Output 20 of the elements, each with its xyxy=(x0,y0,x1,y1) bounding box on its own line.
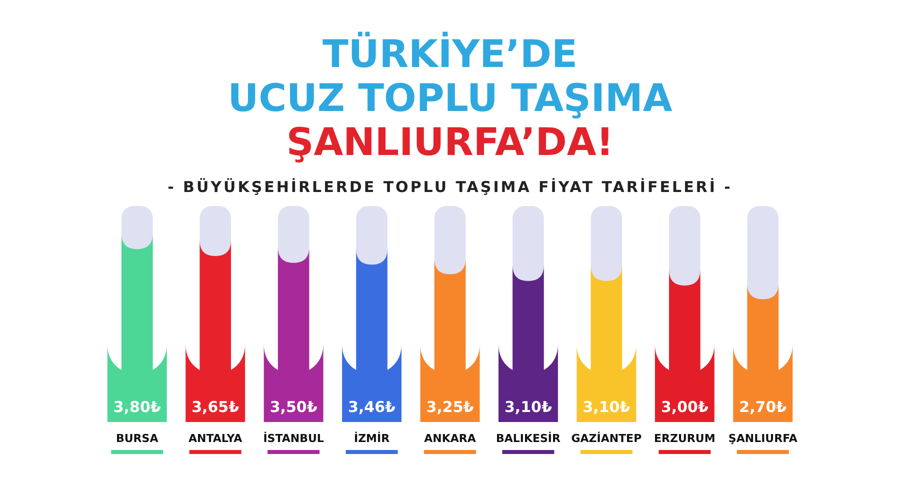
x-tick-label: ERZURUM xyxy=(654,432,716,445)
x-tick-label: ŞANLIURFA xyxy=(728,432,798,445)
x-tick-label: GAZİANTEP xyxy=(571,431,642,445)
x-tick-label: İSTANBUL xyxy=(263,431,324,445)
data-label: 3,80₺ xyxy=(113,398,162,416)
data-label: 3,50₺ xyxy=(270,398,318,416)
data-label: 3,46₺ xyxy=(348,398,396,416)
data-label: 3,65₺ xyxy=(192,398,240,416)
chart-subtitle: - BÜYÜKŞEHİRLERDE TOPLU TAŞIMA FİYAT TARİFELERİ - xyxy=(166,178,734,196)
chart-title: TÜRKİYE’DE UCUZ TOPLU TAŞIMA ŞANLIURFA’DA! xyxy=(226,32,674,164)
x-tick-label: ANTALYA xyxy=(188,432,243,445)
data-label: 3,10₺ xyxy=(504,398,553,416)
x-tick-label: ANKARA xyxy=(424,432,476,445)
x-tick-label: İZMİR xyxy=(354,431,390,445)
data-label: 3,10₺ xyxy=(582,398,631,416)
x-tick-label: BURSA xyxy=(116,432,159,445)
data-label: 3,00₺ xyxy=(660,398,709,416)
data-label: 2,70₺ xyxy=(739,398,788,416)
x-tick-label: BALIKESİR xyxy=(496,431,562,445)
data-label: 3,25₺ xyxy=(426,398,474,416)
